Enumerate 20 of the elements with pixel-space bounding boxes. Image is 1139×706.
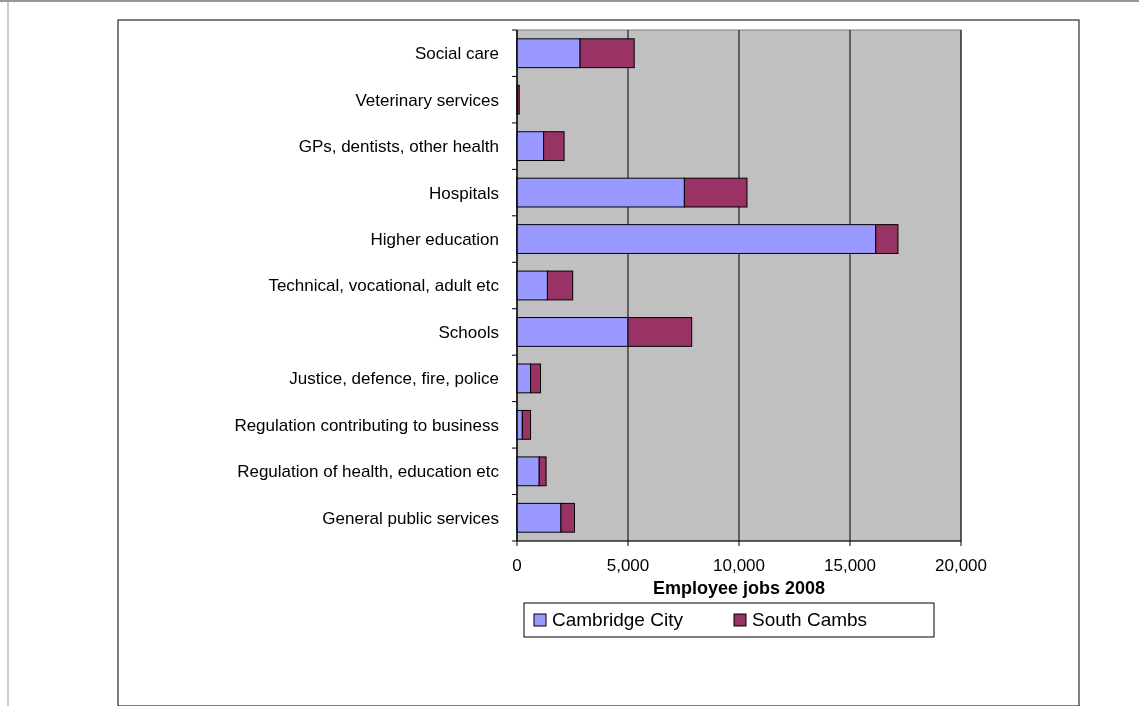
- y-tick-label: Veterinary services: [355, 90, 499, 110]
- x-tick-label: 5,000: [606, 556, 650, 575]
- y-tick-label: Justice, defence, fire, police: [289, 369, 499, 389]
- x-tick-label: 15,000: [824, 556, 876, 575]
- y-tick-label: Schools: [438, 322, 499, 342]
- y-tick-label: Regulation of health, education etc: [237, 462, 500, 482]
- y-tick-label: Social care: [414, 44, 499, 64]
- y-tick-label: Hospitals: [429, 183, 499, 203]
- x-tick-label: 10,000: [713, 556, 765, 575]
- y-tick-label: Higher education: [370, 230, 499, 249]
- bar: [521, 409, 532, 440]
- x-axis-title: Employee jobs 2008: [652, 578, 826, 598]
- x-tick-label: 0: [512, 556, 522, 575]
- legend-label: South Cambs: [752, 609, 868, 630]
- y-tick-label: Technical, vocational, adult etc: [268, 276, 500, 296]
- y-tick-label: Regulation contributing to business: [234, 415, 499, 435]
- x-tick-label: 20,000: [935, 556, 987, 575]
- y-tick-label: GPs, dentists, other health: [298, 137, 499, 157]
- y-tick-label: General public services: [322, 508, 499, 528]
- legend-label: Cambridge City: [552, 609, 684, 630]
